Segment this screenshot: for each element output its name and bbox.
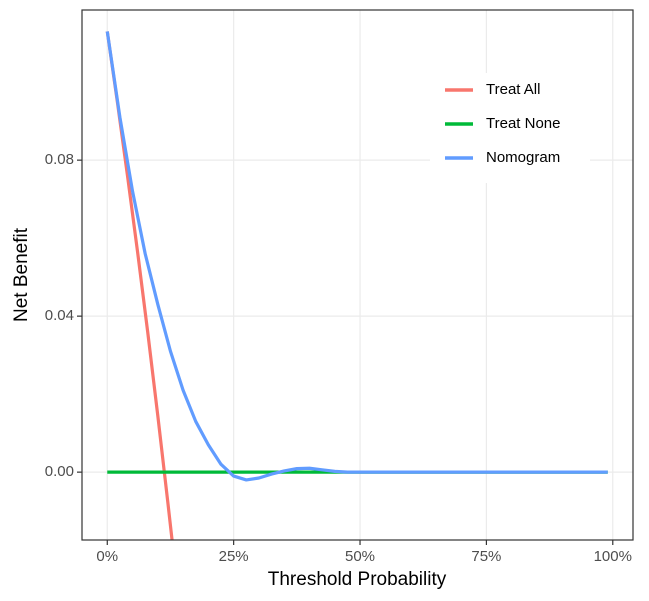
x-tick-label: 25%	[219, 548, 249, 565]
plot-border	[81, 9, 634, 541]
lines	[105, 31, 608, 540]
y-tick-label: 0.08	[45, 151, 74, 168]
legend-label: Nomogram	[486, 149, 560, 166]
x-tick-label: 75%	[471, 548, 501, 565]
x-tick-label: 50%	[345, 548, 375, 565]
legend-label: Treat None	[486, 115, 560, 132]
series-line	[105, 31, 608, 482]
x-tick-label: 0%	[96, 548, 118, 565]
y-tick-label: 0.04	[45, 307, 74, 324]
legend: Treat All Treat None Nomogram	[430, 73, 590, 183]
x-axis-title: Threshold Probability	[268, 569, 447, 590]
y-axis-title: Net Benefit	[11, 227, 32, 322]
y-tick-label: 0.00	[45, 463, 74, 480]
x-tick-label: 100%	[594, 548, 632, 565]
legend-label: Treat All	[486, 81, 540, 98]
